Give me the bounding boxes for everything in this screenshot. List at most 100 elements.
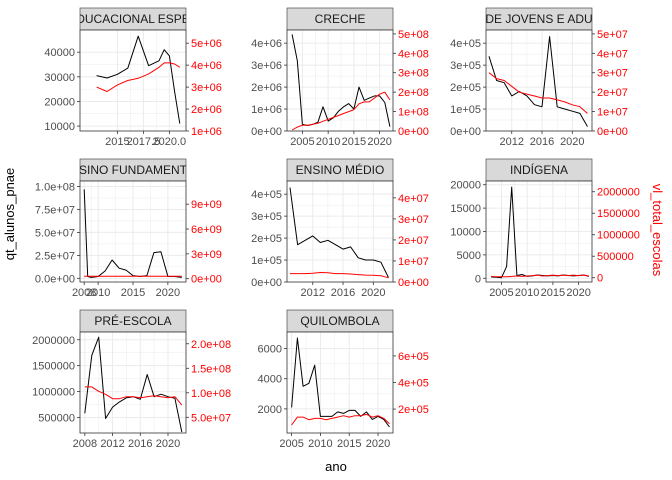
y-tick-label-right: 6e+05	[398, 351, 429, 363]
y-tick-label-right: 0e+00	[398, 277, 429, 289]
y-tick-label-right: 6e+09	[191, 224, 222, 236]
y-tick-label-left: 30000	[44, 72, 75, 84]
x-tick-label: 2020	[560, 136, 584, 148]
x-tick-label: 2015	[337, 438, 361, 450]
x-tick-label: 2020	[156, 438, 180, 450]
panel-background	[287, 181, 393, 282]
x-tick-label: 2020.0	[153, 136, 187, 148]
y-tick-label-right: 3e+07	[597, 68, 628, 80]
facet-panel: DE JOVENS E ADU 2012 2016 2020 0e+00 1e+05 2e+…	[450, 7, 628, 148]
facet-strip-label: PRÉ-ESCOLA	[94, 313, 171, 328]
y-tick-label-right: 2e+08	[398, 87, 429, 99]
x-tick-label: 2020	[566, 287, 590, 299]
panel-border	[79, 331, 187, 434]
x-tick-label: 2015	[541, 287, 565, 299]
y-tick-label-left: 2e+05	[251, 233, 282, 245]
series-line-qt-alunos	[488, 36, 588, 127]
y-tick-label-right: 4e+08	[398, 48, 429, 60]
x-tick-label: 2015	[105, 136, 129, 148]
y-axis-title-left: qt_alunos_pnae	[2, 168, 17, 261]
y-tick-label-right: 1.0e+08	[191, 388, 231, 400]
x-tick-label: 2012	[301, 287, 325, 299]
facet-strip-label: DUCACIONAL ESPE	[76, 12, 190, 26]
y-tick-label-left: 1500000	[32, 361, 75, 373]
y-tick-label-left: 3e+05	[251, 211, 282, 223]
facet-strip-label: QUILOMBOLA	[300, 314, 379, 328]
series-line-vl-total	[96, 62, 181, 92]
series-line-qt-alunos	[96, 35, 181, 124]
y-tick-label-left: 1.0e+08	[35, 182, 75, 194]
y-tick-label-right: 1000000	[597, 230, 640, 242]
y-tick-label-left: 500000	[38, 412, 75, 424]
y-tick-label-right: 2e+05	[398, 404, 429, 416]
panel-background	[80, 30, 186, 131]
y-tick-label-right: 4e+06	[191, 60, 222, 72]
y-tick-label-right: 4e+07	[398, 193, 429, 205]
y-tick-label-right: 0e+00	[398, 126, 429, 138]
x-tick-label: 2008	[73, 438, 97, 450]
x-tick-label: 2012	[100, 438, 124, 450]
facet-strip-label: ENSINO MÉDIO	[296, 162, 385, 177]
y-tick-label-left: 3e+05	[450, 60, 481, 72]
y-tick-label-left: 2e+05	[450, 82, 481, 94]
y-tick-label-left: 2000	[258, 404, 282, 416]
y-tick-label-left: 4e+05	[450, 38, 481, 50]
x-tick-label: 2010	[316, 136, 340, 148]
x-tick-label: 2016	[331, 287, 355, 299]
y-tick-label-right: 2000000	[597, 187, 640, 199]
series-line-vl-total	[290, 272, 389, 279]
x-tick-label: 2020	[361, 287, 385, 299]
series-line-qt-alunos	[289, 187, 389, 278]
x-tick-label: 2020	[367, 136, 391, 148]
x-tick-label: 2010	[86, 287, 110, 299]
series-line-qt-alunos	[291, 337, 390, 428]
y-tick-label-left: 0e+00	[450, 126, 481, 138]
y-tick-label-left: 15000	[450, 203, 481, 215]
y-tick-label-left: 2e+06	[251, 82, 282, 94]
x-tick-label: 2020	[366, 438, 390, 450]
y-tick-label-left: 20000	[44, 96, 75, 108]
x-tick-label: 2016	[128, 438, 152, 450]
y-axis-title-right: vl_total_escolas	[650, 184, 665, 277]
y-tick-label-right: 500000	[597, 251, 634, 263]
y-tick-label-right: 5e+08	[398, 29, 429, 41]
y-tick-label-left: 1e+05	[450, 104, 481, 116]
y-tick-label-left: 3e+06	[251, 60, 282, 72]
x-tick-label: 2008	[72, 287, 96, 299]
y-tick-label-left: 2.5e+07	[35, 250, 75, 262]
panel-border	[286, 180, 394, 283]
y-tick-label-right: 3e+09	[191, 249, 222, 261]
y-tick-label-left: 5.0e+07	[35, 227, 75, 239]
y-tick-label-left: 6000	[258, 344, 282, 356]
y-tick-label-right: 2e+07	[597, 87, 628, 99]
y-tick-label-left: 10000	[44, 121, 75, 133]
y-tick-label-right: 9e+09	[191, 199, 222, 211]
y-tick-label-right: 5e+07	[597, 29, 628, 41]
y-tick-label-left: 1000000	[32, 387, 75, 399]
y-tick-label-right: 3e+06	[191, 82, 222, 94]
y-tick-label-right: 2e+07	[398, 235, 429, 247]
y-tick-label-left: 0e+00	[251, 126, 282, 138]
x-tick-label: 2005	[290, 136, 314, 148]
x-tick-label: 2015	[342, 136, 366, 148]
y-tick-label-left: 4e+05	[251, 189, 282, 201]
panel-background	[287, 30, 393, 131]
y-tick-label-left: 7.5e+07	[35, 204, 75, 216]
panel-border	[286, 29, 394, 132]
x-tick-label: 2016	[530, 136, 554, 148]
series-line-vl-total	[291, 413, 390, 426]
x-tick-label: 2005	[489, 287, 513, 299]
y-tick-label-right: 0	[597, 273, 603, 285]
y-tick-label-left: 1e+05	[251, 255, 282, 267]
facet-panel: PRÉ-ESCOLA 2008 2012 2016 2020 500000 1000000 1…	[32, 309, 231, 450]
facet-panel: CRECHE 2005 2010 2015 2020 0e+00 1e+06 2e+06 3e+…	[251, 7, 429, 148]
y-tick-label-left: 1e+06	[251, 104, 282, 116]
y-tick-label-left: 40000	[44, 47, 75, 59]
y-tick-label-left: 5000	[457, 250, 481, 262]
y-tick-label-right: 2e+06	[191, 104, 222, 116]
x-tick-label: 2020	[156, 287, 180, 299]
y-tick-label-right: 1500000	[597, 208, 640, 220]
